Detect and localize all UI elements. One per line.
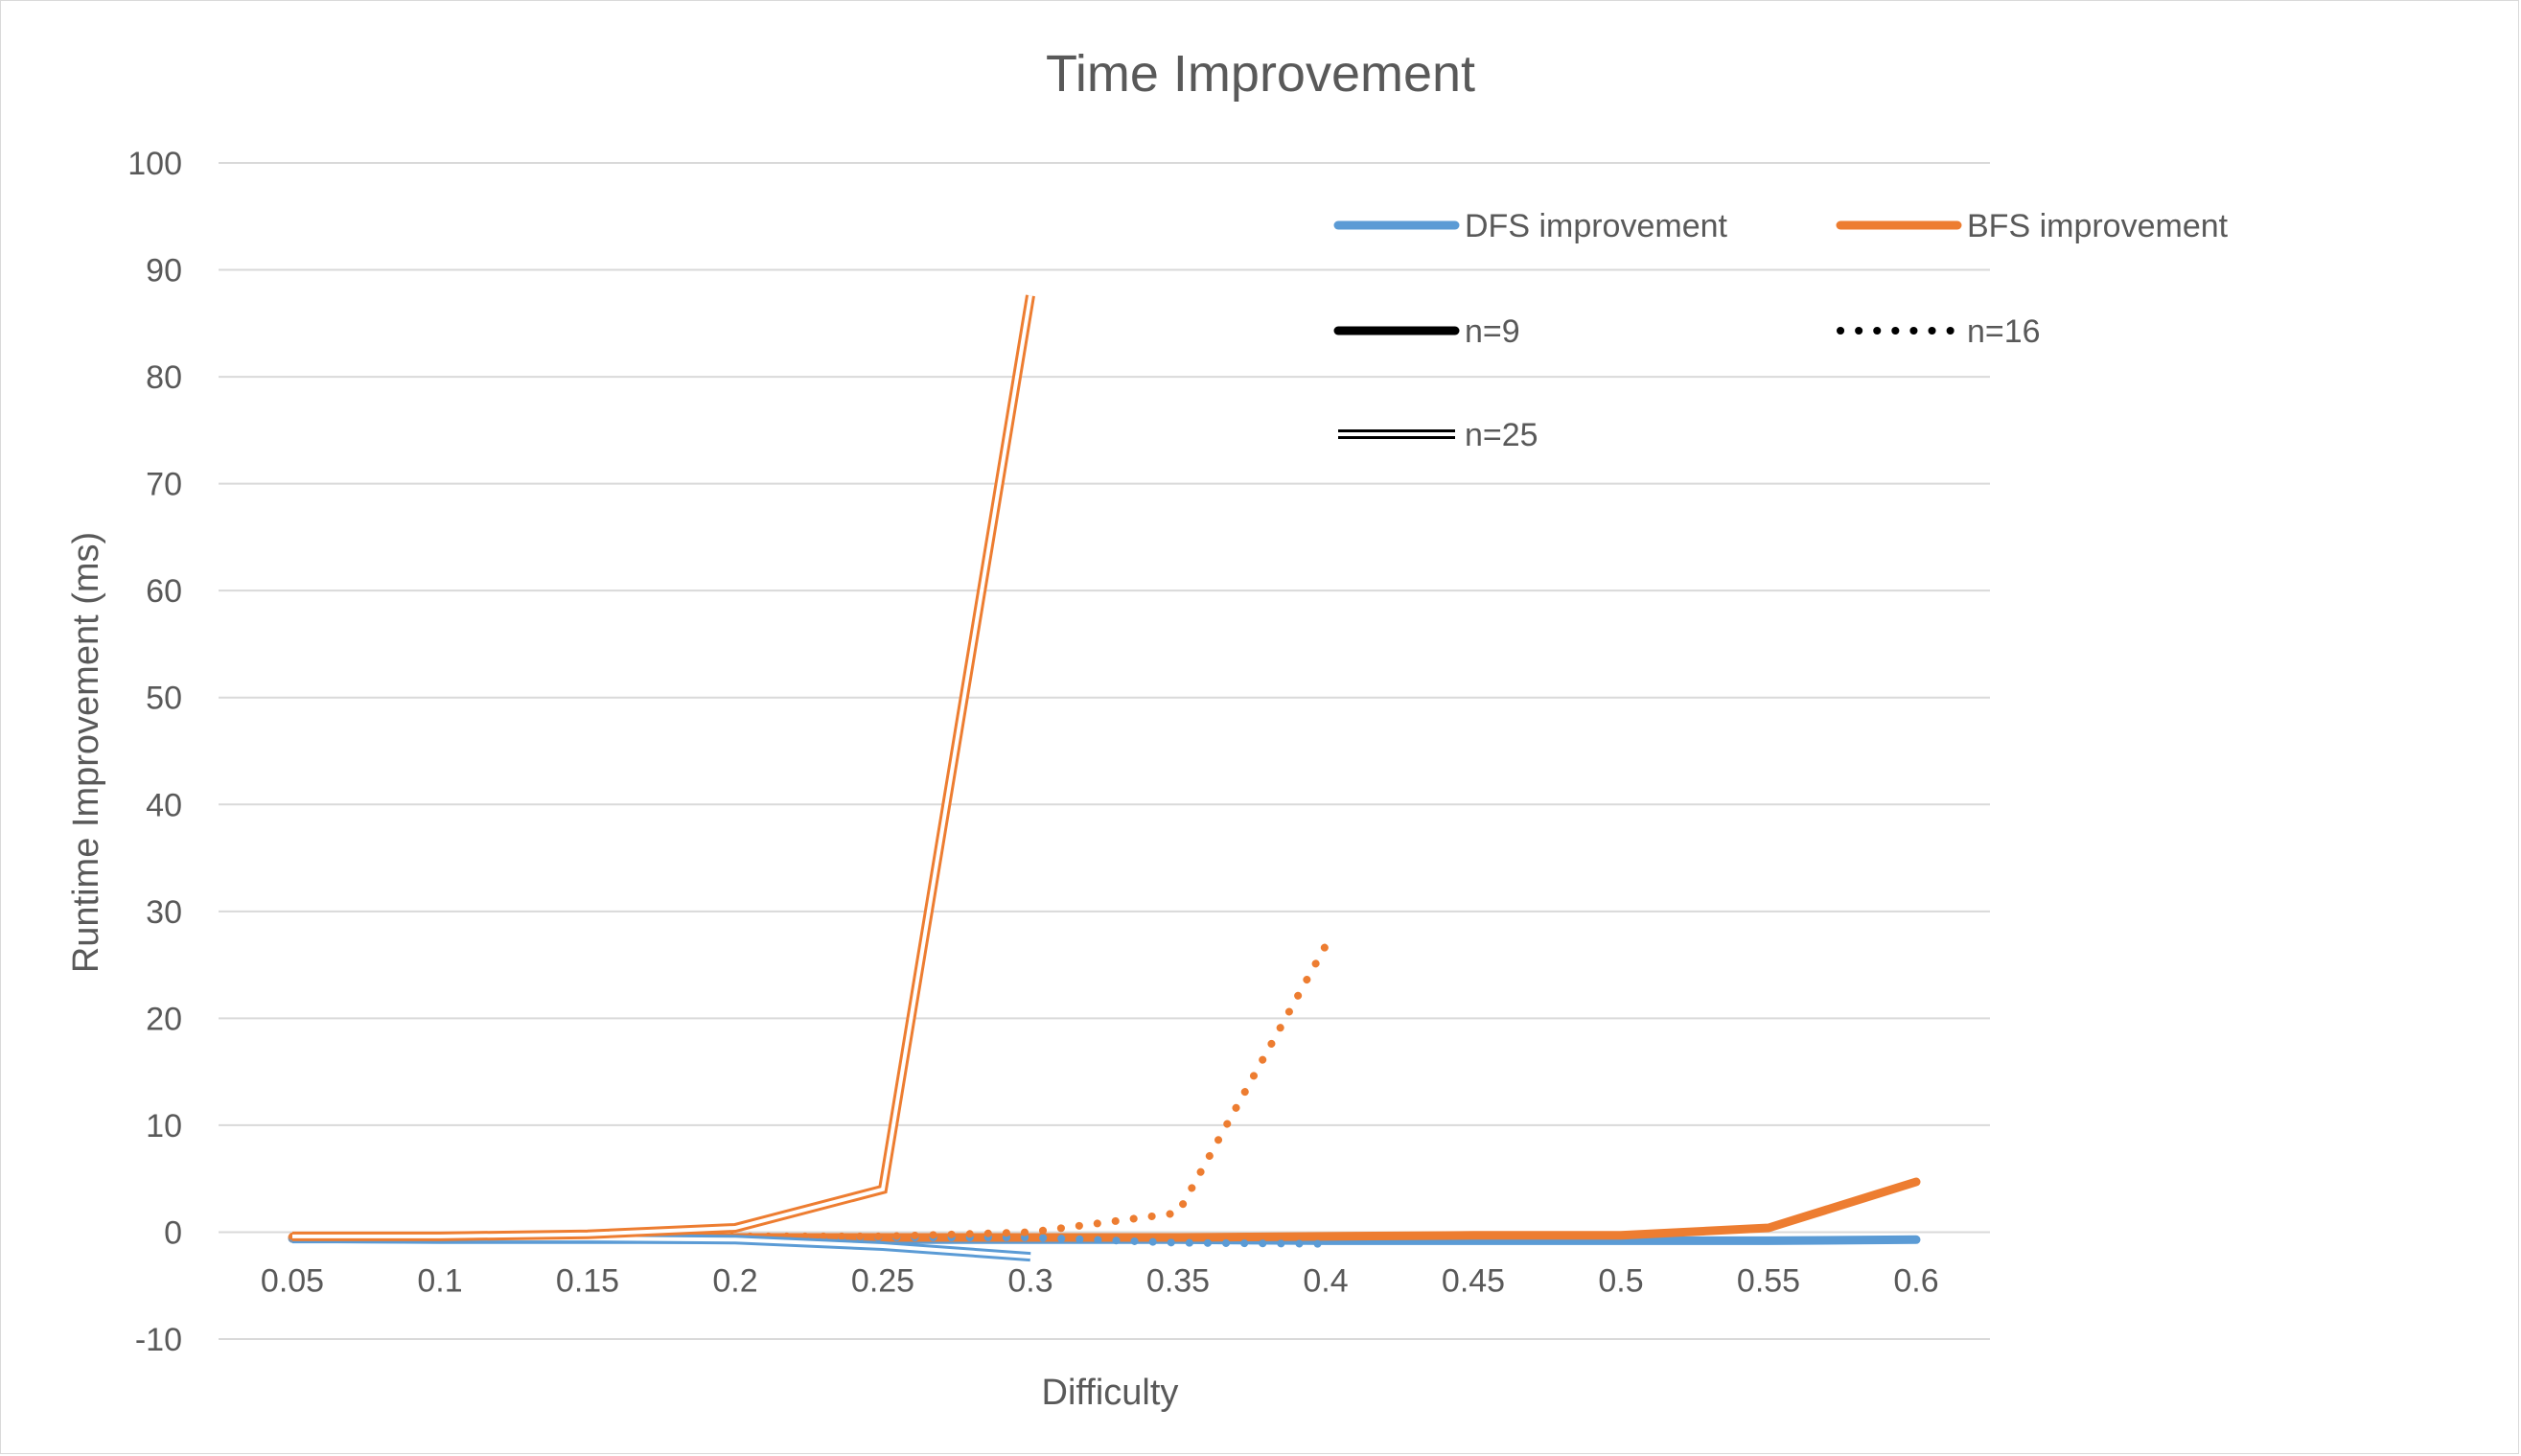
x-axis-title: Difficulty xyxy=(1042,1373,1179,1413)
legend-label: BFS improvement xyxy=(1967,208,2229,244)
x-tick-label: 0.1 xyxy=(417,1262,462,1299)
y-tick-label: 10 xyxy=(146,1108,182,1144)
y-tick-label: 0 xyxy=(164,1214,182,1251)
series-line xyxy=(288,1177,1921,1242)
legend-label: n=25 xyxy=(1465,417,1538,453)
series-lines xyxy=(288,294,1921,1262)
series-line xyxy=(289,1234,1330,1248)
x-tick-label: 0.05 xyxy=(261,1262,324,1299)
x-tick-label: 0.2 xyxy=(712,1262,757,1299)
y-tick-label: 90 xyxy=(146,253,182,289)
y-tick-label: 100 xyxy=(127,146,182,182)
series-line xyxy=(289,941,1330,1240)
y-tick-label: 80 xyxy=(146,359,182,396)
y-tick-label: 50 xyxy=(146,681,182,717)
series-bfs-n16 xyxy=(289,941,1330,1240)
gridlines xyxy=(219,162,1990,1340)
x-tick-label: 0.25 xyxy=(851,1262,914,1299)
legend-label: n=16 xyxy=(1967,313,2041,350)
y-tick-label: 20 xyxy=(146,1001,182,1037)
y-tick-label: 40 xyxy=(146,787,182,823)
legend-label: DFS improvement xyxy=(1465,208,1728,244)
x-tick-label: 0.35 xyxy=(1146,1262,1210,1299)
y-tick-label: 70 xyxy=(146,467,182,503)
y-tick-label: -10 xyxy=(135,1322,182,1358)
x-axis-ticks: 0.05 0.1 0.15 0.2 0.25 0.3 0.35 0.4 0.45 0.5 0.55 0… xyxy=(261,1262,1939,1299)
x-tick-label: 0.6 xyxy=(1893,1262,1938,1299)
x-tick-label: 0.3 xyxy=(1007,1262,1052,1299)
series-bfs-n9 xyxy=(288,1177,1921,1242)
x-tick-label: 0.5 xyxy=(1598,1262,1643,1299)
legend-item: n=25 xyxy=(1338,417,1538,453)
x-tick-label: 0.4 xyxy=(1303,1262,1348,1299)
legend-item: n=16 xyxy=(1837,313,2041,350)
legend: DFS improvement BFS improvement n=9 n=16 n=2… xyxy=(1333,208,2229,453)
series-line xyxy=(292,294,1035,1241)
x-tick-label: 0.45 xyxy=(1442,1262,1505,1299)
legend-item: DFS improvement xyxy=(1333,208,1728,244)
series-line-inner xyxy=(292,294,1032,1238)
legend-item: BFS improvement xyxy=(1836,208,2229,244)
x-tick-label: 0.55 xyxy=(1737,1262,1800,1299)
x-tick-label: 0.15 xyxy=(556,1262,619,1299)
y-tick-label: 30 xyxy=(146,894,182,931)
series-bfs-n25 xyxy=(291,294,1035,1241)
chart-title: Time Improvement xyxy=(1046,45,1475,103)
legend-label: n=9 xyxy=(1465,313,1520,350)
y-axis-title: Runtime Improvement (ms) xyxy=(66,532,106,973)
y-tick-label: 60 xyxy=(146,573,182,610)
legend-item: n=9 xyxy=(1333,313,1520,350)
